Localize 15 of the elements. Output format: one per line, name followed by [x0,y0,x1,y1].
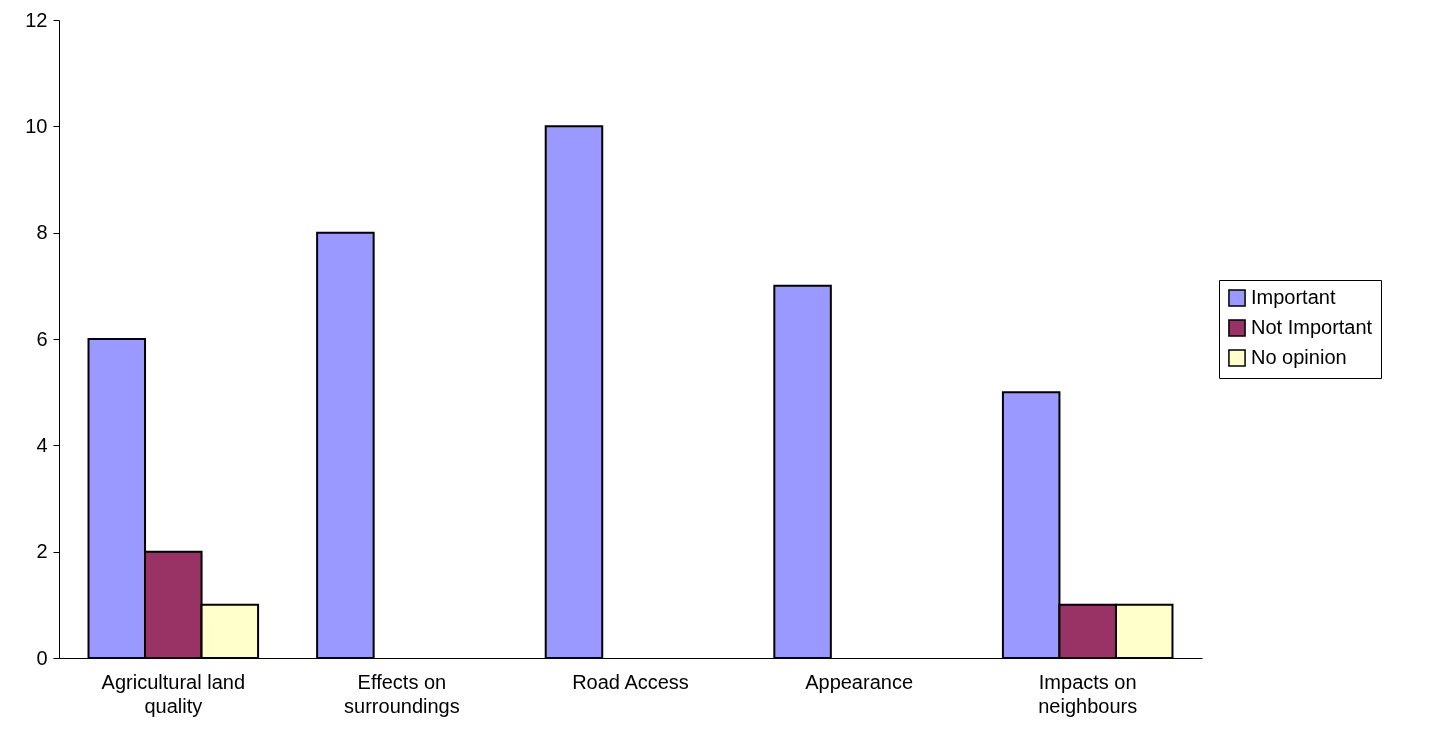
x-tick-label: Effects on surroundings [344,670,460,717]
x-tick-label: Agricultural land quality [101,670,246,717]
x-tick-label: Road Access [572,670,689,693]
y-tick-label: 4 [36,433,48,456]
y-tick-label: 0 [36,646,48,669]
y-tick-label: 10 [25,114,48,137]
x-tick-label: Impacts on neighbours [1038,670,1138,717]
y-tick-label: 2 [36,540,48,563]
x-tick-label: Appearance [805,670,914,693]
y-tick-label: 6 [36,327,48,350]
y-tick-label: 12 [25,8,48,31]
y-tick-label: 8 [36,221,48,244]
legend-label: Important [1251,286,1336,308]
legend-label: No opinion [1251,346,1347,368]
legend-label: Not Important [1251,316,1373,338]
